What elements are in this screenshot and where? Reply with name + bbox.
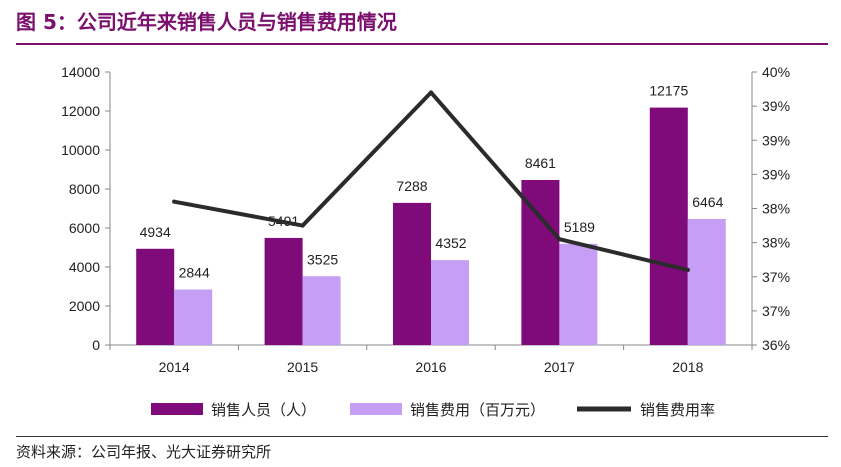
line-point-sales-expense-ratio: [685, 267, 690, 272]
y-right-tick-label: 38%: [762, 201, 790, 217]
x-tick-label: 2015: [287, 359, 318, 375]
bar-sales-staff: [264, 237, 303, 345]
bar-label-sales-staff: 12175: [649, 83, 688, 99]
bar-label-sales-staff: 4934: [140, 224, 171, 240]
title-rule: [16, 43, 828, 45]
bar-label-sales-staff: 8461: [525, 155, 556, 171]
legend-swatch-sales-staff: [151, 403, 203, 415]
bar-sales-staff: [649, 107, 688, 346]
bar-sales-expense: [174, 289, 213, 345]
y-left-tick-label: 14000: [61, 64, 100, 80]
legend-label-sales-expense-ratio: 销售费用率: [640, 402, 715, 419]
y-left-tick-label: 12000: [61, 103, 100, 119]
bar-label-sales-expense: 3525: [307, 251, 338, 267]
y-right-tick-label: 37%: [762, 303, 790, 319]
legend-swatch-sales-expense: [350, 403, 402, 415]
bar-sales-expense: [431, 260, 469, 345]
figure-title: 图 5：公司近年来销售人员与销售费用情况: [16, 10, 397, 34]
bar-label-sales-expense: 4352: [435, 235, 466, 251]
bar-sales-expense: [559, 243, 598, 345]
y-right-tick-label: 39%: [762, 166, 790, 182]
x-tick-label: 2014: [159, 359, 190, 375]
y-right-tick-label: 36%: [762, 337, 790, 353]
line-point-sales-expense-ratio: [557, 237, 562, 242]
bar-sales-staff: [393, 202, 431, 345]
line-point-sales-expense-ratio: [300, 223, 305, 228]
y-right-tick-label: 38%: [762, 235, 790, 251]
legend-label-sales-expense: 销售费用（百万元）: [410, 402, 545, 419]
source-note: 资料来源：公司年报、光大证券研究所: [16, 443, 272, 461]
y-right-tick-label: 39%: [762, 132, 790, 148]
bar-sales-expense: [302, 276, 341, 345]
y-left-tick-label: 10000: [61, 142, 100, 158]
line-point-sales-expense-ratio: [172, 199, 177, 204]
bar-label-sales-expense: 6464: [692, 194, 723, 210]
bar-label-sales-staff: 7288: [396, 178, 427, 194]
y-left-tick-label: 4000: [69, 259, 100, 275]
y-left-tick-label: 8000: [69, 181, 100, 197]
y-left-tick-label: 6000: [69, 220, 100, 236]
y-left-tick-label: 0: [92, 337, 100, 353]
legend-label-sales-staff: 销售人员（人）: [211, 402, 316, 419]
bar-label-sales-expense: 5189: [564, 219, 595, 235]
y-left-tick-label: 2000: [69, 298, 100, 314]
y-right-tick-label: 40%: [762, 64, 790, 80]
footer-rule: [16, 436, 828, 437]
bar-label-sales-expense: 2844: [179, 265, 210, 281]
bar-sales-staff: [136, 248, 175, 345]
line-point-sales-expense-ratio: [429, 90, 433, 95]
y-right-tick-label: 39%: [762, 98, 790, 114]
x-tick-label: 2017: [544, 359, 575, 375]
bar-sales-expense: [687, 218, 726, 345]
x-tick-label: 2018: [672, 359, 703, 375]
x-tick-label: 2016: [415, 359, 446, 375]
y-right-tick-label: 37%: [762, 269, 790, 285]
bar-sales-staff: [521, 180, 560, 345]
